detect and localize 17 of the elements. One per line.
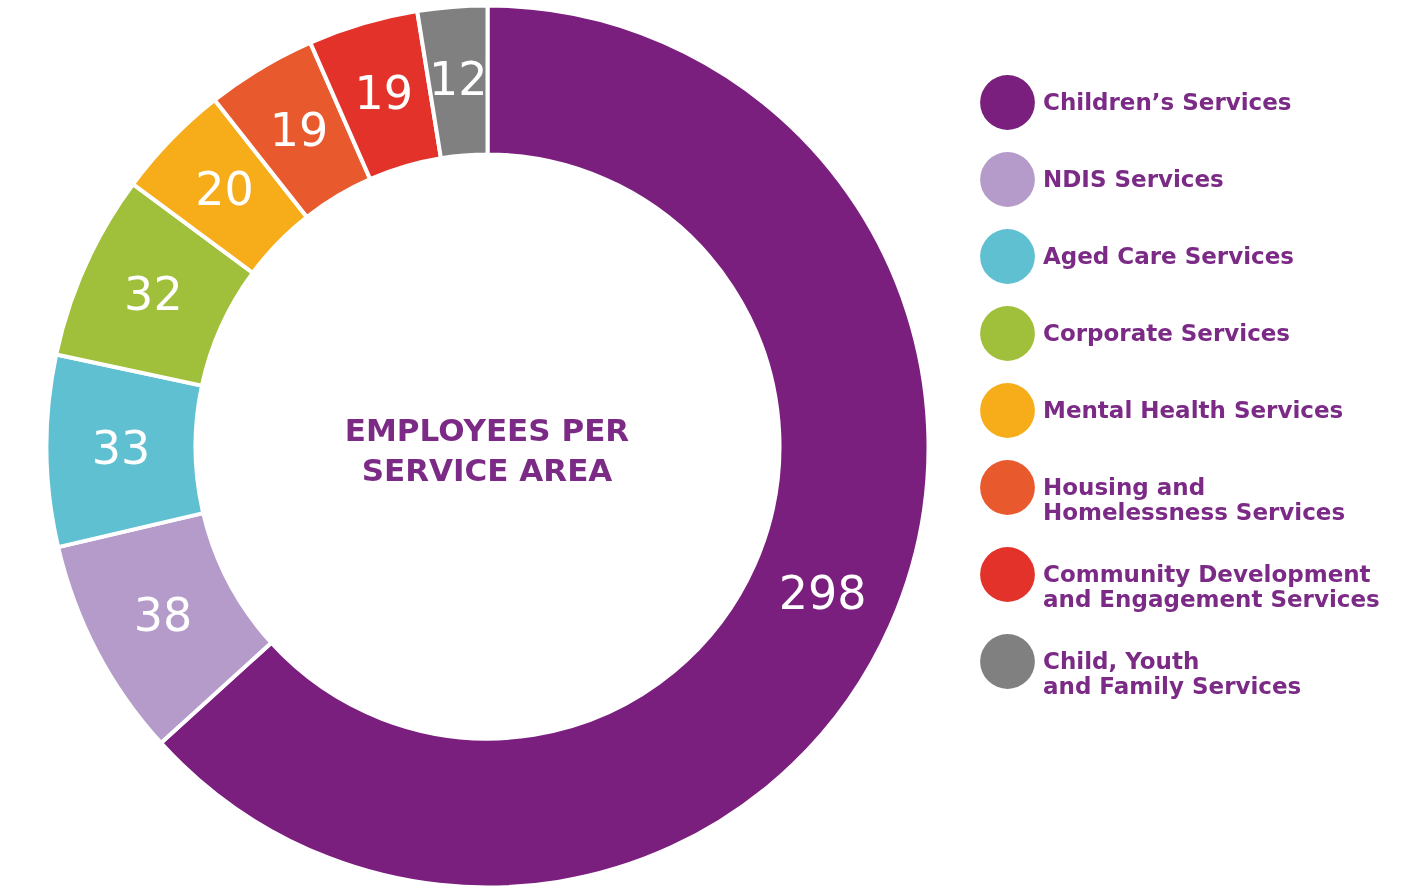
text: EMPLOYEES PER SERVICE AREA bbox=[344, 412, 630, 488]
data-label: 298 bbox=[778, 565, 867, 620]
data-label: 32 bbox=[124, 266, 183, 321]
legend-label: Child, Youth and Family Services bbox=[1043, 647, 1302, 699]
legend-label: Community Development and Engagement Services bbox=[1043, 560, 1380, 612]
legend-label: Housing and Homelessness Services bbox=[1043, 473, 1346, 525]
data-label: 12 bbox=[428, 52, 488, 107]
data-label: 33 bbox=[91, 421, 151, 476]
legend-label: Mental Health Services bbox=[1043, 396, 1344, 423]
data-label: 19 bbox=[354, 65, 414, 120]
data-label: 20 bbox=[195, 162, 254, 217]
legend-label: Children’s Services bbox=[1043, 88, 1292, 115]
legend-label: Aged Care Services bbox=[1043, 242, 1294, 269]
legend-label: Corporate Services bbox=[1043, 319, 1291, 346]
data-label: 19 bbox=[269, 103, 329, 158]
data-label: 38 bbox=[133, 587, 193, 642]
legend-label: NDIS Services bbox=[1043, 165, 1224, 192]
